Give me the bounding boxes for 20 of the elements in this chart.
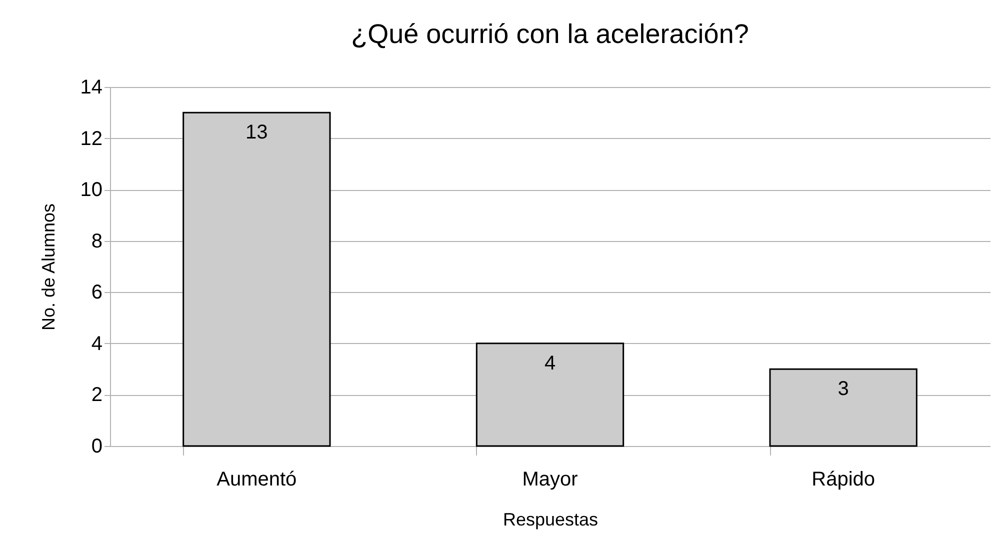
chart-title: ¿Qué ocurrió con la aceleración? <box>351 19 749 49</box>
data-label: 4 <box>544 352 556 374</box>
x-tick-label: Mayor <box>522 468 578 490</box>
y-tick-label: 14 <box>80 76 102 98</box>
y-tick-label: 8 <box>91 230 102 252</box>
y-tick-label: 0 <box>91 436 102 458</box>
y-tick-label: 2 <box>91 384 102 406</box>
y-tick-label: 12 <box>80 128 102 150</box>
data-label: 3 <box>838 378 849 400</box>
y-tick-label: 4 <box>91 332 102 355</box>
bar <box>769 368 918 447</box>
y-tick-label: 10 <box>80 179 102 202</box>
y-tick-label: 6 <box>91 282 102 304</box>
x-tick-label: Rápido <box>812 468 876 490</box>
x-axis-title: Respuestas <box>502 510 598 530</box>
data-label: 13 <box>246 122 268 144</box>
bar <box>476 342 624 447</box>
bar <box>182 112 331 447</box>
x-tick-label: Aumentó <box>216 468 297 490</box>
y-axis-title: No. de Alumnos <box>38 203 58 331</box>
